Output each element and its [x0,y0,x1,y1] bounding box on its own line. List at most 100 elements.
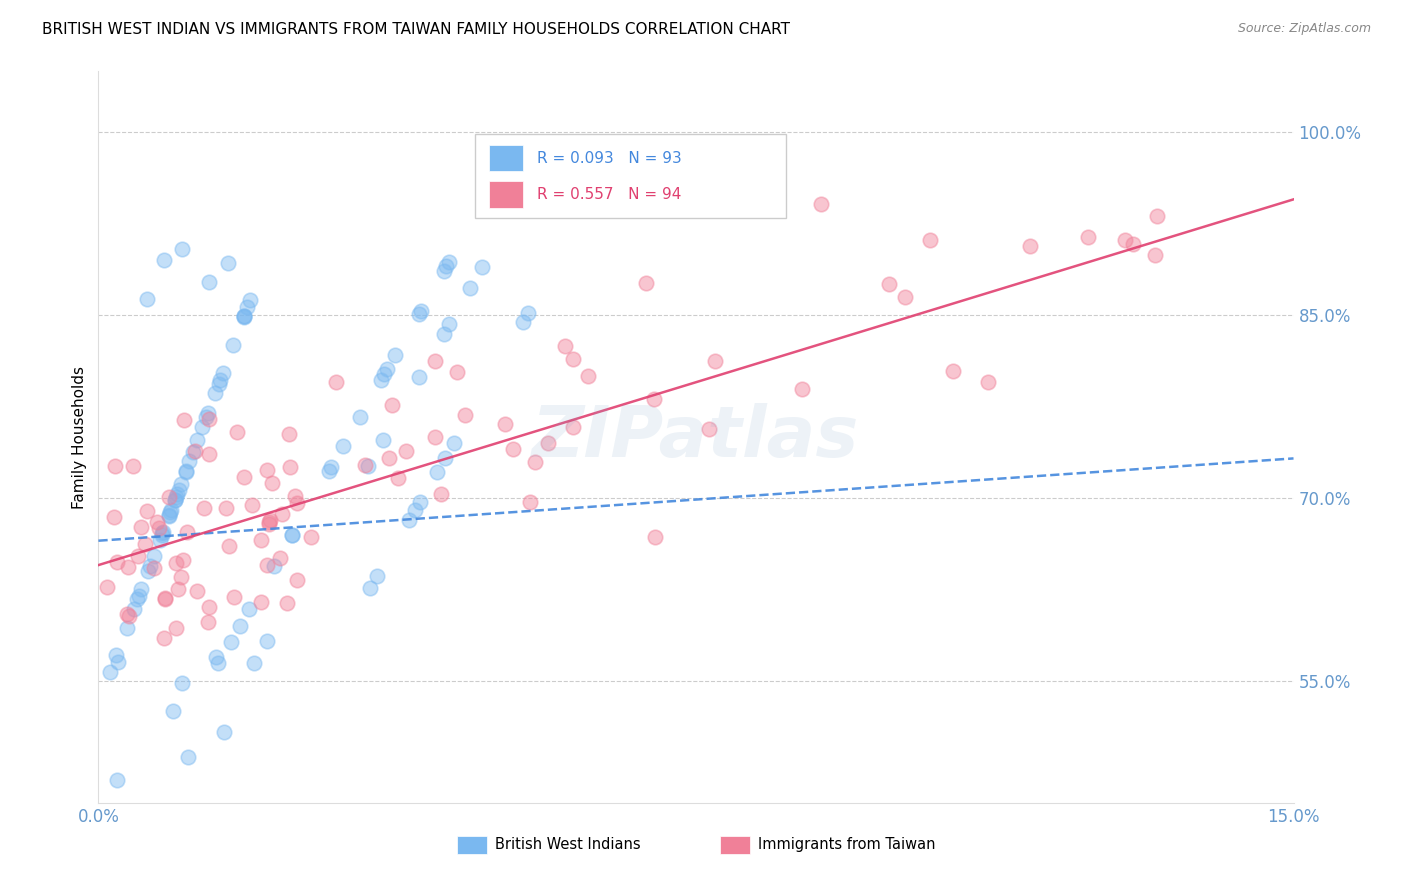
Point [377,361,399,376]
Point [205,650,228,665]
Point [236,301,259,315]
Point [562,352,585,367]
Point [349,410,371,425]
Point [263,559,285,574]
Point [157,508,180,522]
Point [1018,239,1040,253]
Point [198,447,221,461]
Point [270,507,292,521]
Point [458,281,481,295]
Point [222,338,245,352]
Point [434,260,457,274]
FancyBboxPatch shape [457,836,486,854]
Point [107,655,129,669]
Point [96,580,118,594]
Point [226,425,249,439]
Point [454,408,477,422]
Point [285,496,308,510]
Point [423,430,446,444]
Point [163,492,186,507]
Point [197,615,219,630]
Point [373,368,395,382]
Point [232,310,254,325]
Point [276,596,298,610]
Point [259,515,281,529]
Point [810,197,832,211]
Text: R = 0.093   N = 93: R = 0.093 N = 93 [537,151,682,166]
Point [238,602,260,616]
Point [879,277,901,292]
Point [284,489,307,503]
Point [366,569,388,583]
Point [562,420,585,434]
Point [408,307,430,321]
Point [280,528,302,542]
Point [1122,237,1144,252]
Point [163,493,186,508]
Point [186,434,208,448]
Point [354,458,377,473]
Point [430,487,453,501]
Point [512,315,534,329]
Point [433,326,456,341]
Point [218,539,240,553]
Point [697,422,720,436]
Point [269,551,291,566]
Point [516,306,538,320]
Point [176,524,198,539]
Point [217,255,239,269]
Point [260,476,283,491]
Point [318,464,340,478]
Point [149,533,172,547]
Point [381,398,404,412]
Point [165,490,187,504]
Point [1076,229,1098,244]
Point [281,528,304,542]
Point [384,348,406,362]
FancyBboxPatch shape [475,134,786,218]
Point [259,513,281,527]
Point [433,263,456,277]
Point [197,406,219,420]
Point [134,537,156,551]
Text: Source: ZipAtlas.com: Source: ZipAtlas.com [1237,22,1371,36]
Point [229,618,252,632]
Point [128,589,150,603]
Point [157,508,180,523]
Text: Immigrants from Taiwan: Immigrants from Taiwan [758,837,935,852]
Point [425,354,447,368]
Point [170,477,193,491]
FancyBboxPatch shape [489,145,523,171]
Point [1146,210,1168,224]
Point [378,450,401,465]
Point [249,533,271,548]
Point [191,419,214,434]
Point [166,582,188,596]
Point [117,607,139,622]
Point [198,600,221,615]
Point [387,471,409,485]
Point [233,310,256,324]
Point [1143,248,1166,262]
Point [918,233,941,247]
Point [127,592,149,607]
Point [181,444,204,458]
Point [105,772,128,787]
Point [437,255,460,269]
Point [232,469,254,483]
Point [135,504,157,518]
Point [136,292,159,306]
Point [186,584,208,599]
Point [332,439,354,453]
Point [644,531,666,545]
Point [256,633,278,648]
Point [494,417,516,431]
Point [165,621,187,635]
Point [239,293,262,307]
Point [122,459,145,474]
Point [1114,233,1136,247]
Point [278,427,301,442]
Point [153,591,176,606]
Point [207,657,229,671]
Point [198,276,221,290]
